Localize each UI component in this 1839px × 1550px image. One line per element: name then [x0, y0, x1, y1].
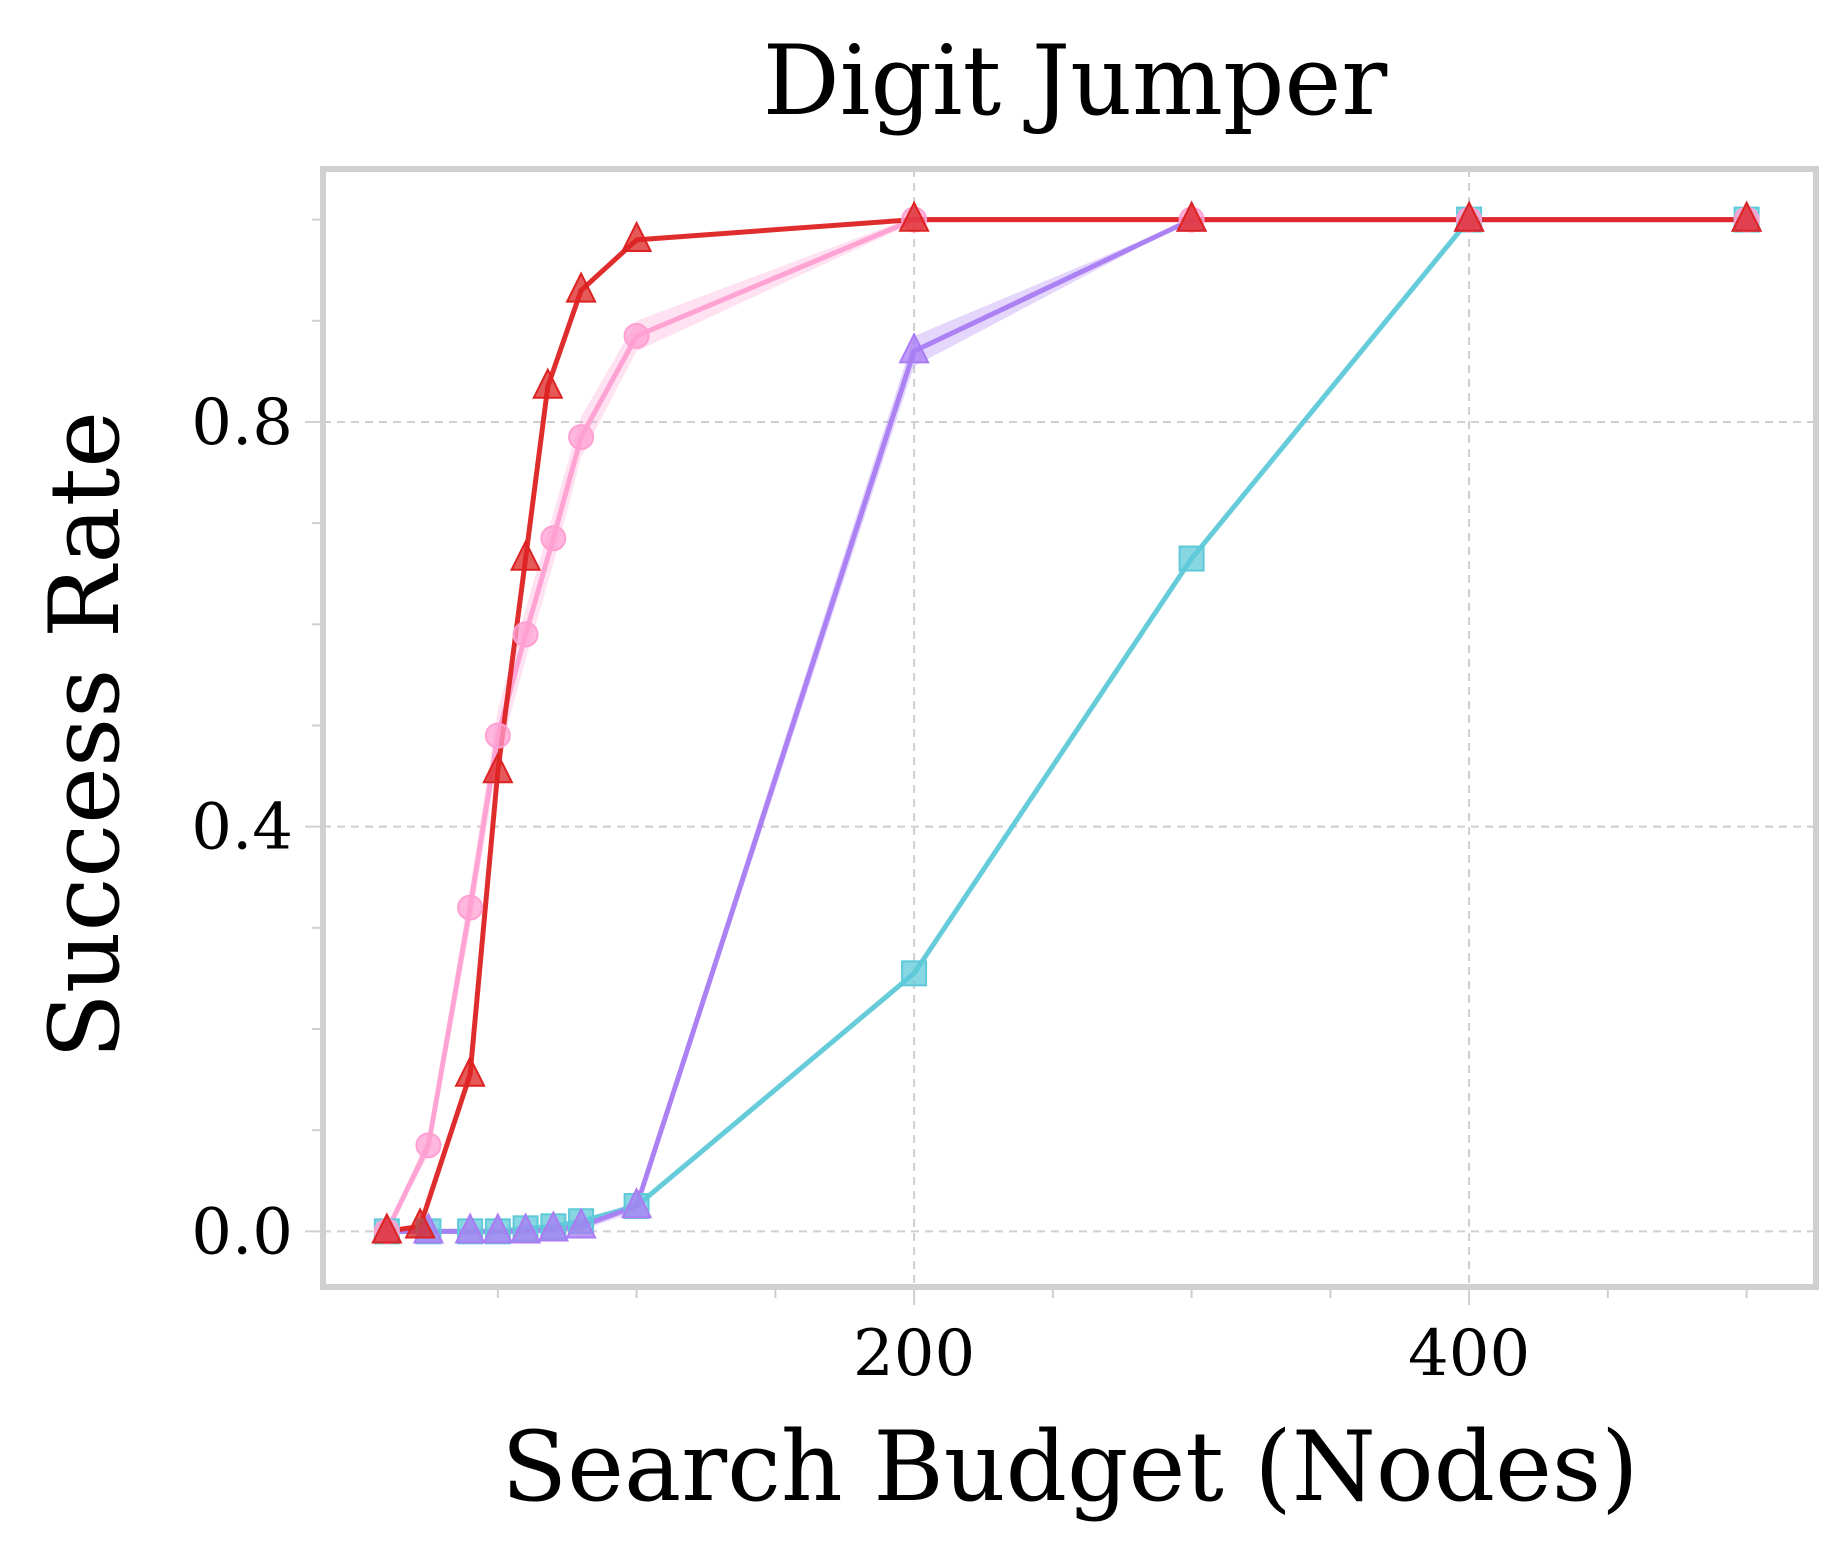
series-1-point-6: [565, 1207, 597, 1239]
axis-ticks: 200 400 0.0 0.4 0.8: [191, 218, 1748, 1391]
series-3-point-9: [1175, 200, 1208, 232]
y-tick-label: 0.8: [191, 386, 293, 460]
series-2-point-6: [568, 424, 595, 451]
series-1-point-5: [537, 1210, 569, 1242]
x-tick-label: 400: [1408, 1317, 1530, 1391]
series-2-point-1: [415, 1132, 442, 1159]
series-3-point-6: [565, 271, 597, 303]
series-2-point-5: [540, 525, 567, 552]
series-2-point-7: [623, 322, 650, 349]
series-1-line: [386, 217, 1747, 1234]
y-axis-label: Success Rate: [29, 411, 141, 1059]
series-2-point-4: [512, 621, 539, 648]
series-1-band: [386, 219, 1747, 1232]
series-3-point-4: [509, 539, 542, 571]
series-1-point-7: [620, 1187, 653, 1219]
series-0-line: [386, 217, 1747, 1234]
series-3-point-7: [620, 220, 653, 253]
series-3-point-11: [1731, 200, 1763, 232]
series-2-point-2: [457, 894, 484, 921]
series-3-point-10: [1453, 200, 1485, 232]
series-0-point-8: [901, 960, 928, 987]
series-3-point-8: [898, 200, 930, 232]
series-markers: [371, 200, 1763, 1245]
plot-frame: [320, 166, 1819, 1290]
series-1-point-3: [482, 1212, 514, 1244]
x-tick-label: 200: [853, 1317, 975, 1391]
series-2-point-3: [484, 722, 511, 749]
confidence-bands: [386, 216, 1747, 1232]
series-1-point-4: [509, 1212, 542, 1244]
x-axis-label: Search Budget (Nodes): [501, 1411, 1638, 1523]
series-3-point-3: [482, 751, 514, 784]
y-tick-label: 0.4: [191, 791, 293, 865]
grid: [323, 169, 1816, 1287]
series-3-point-2: [454, 1055, 486, 1087]
series-1-point-8: [898, 332, 930, 364]
series-0-point-9: [1178, 545, 1205, 572]
series-2-line: [384, 217, 1747, 1233]
series-2-band: [386, 216, 1747, 1232]
series-3-point-1: [404, 1207, 436, 1239]
series-3-point-0: [371, 1212, 403, 1244]
series-lines: [384, 217, 1747, 1234]
y-tick-label: 0.0: [191, 1195, 293, 1269]
series-3-line: [386, 217, 1747, 1234]
series-3-point-5: [532, 367, 564, 399]
series-1-point-2: [454, 1212, 486, 1244]
chart-title: Digit Jumper: [763, 25, 1388, 137]
